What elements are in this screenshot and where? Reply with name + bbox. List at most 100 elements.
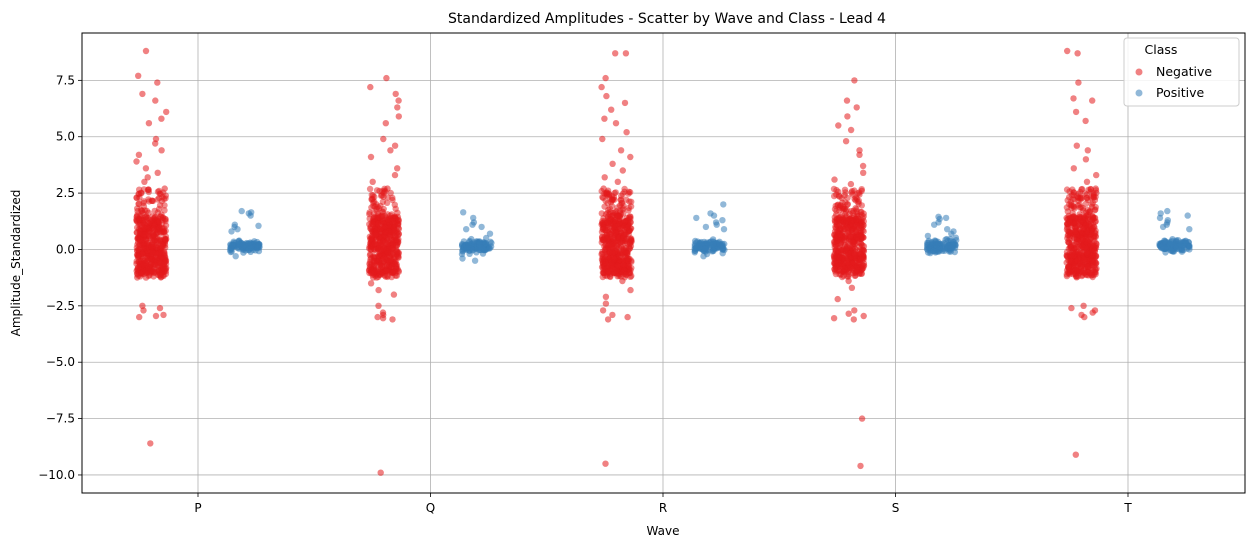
data-point-negative	[627, 286, 634, 294]
data-point-negative	[1066, 230, 1073, 237]
tick-layer: −10.0 −7.5 −5.0 −2.5 0.0 2.5 5.0 7.5 P Q R S T	[38, 73, 1132, 515]
data-point-negative	[383, 74, 390, 82]
data-point-negative	[836, 214, 843, 222]
data-point-negative	[157, 213, 164, 220]
data-point-negative	[1089, 213, 1096, 220]
data-point-negative	[395, 252, 402, 259]
legend-title: Class	[1145, 42, 1178, 57]
data-point-negative	[624, 313, 631, 321]
data-point-negative	[842, 246, 850, 253]
data-point-negative	[628, 238, 635, 246]
data-point-negative	[841, 240, 848, 248]
data-point-positive	[1164, 207, 1171, 215]
data-point-negative	[149, 249, 156, 256]
data-point-negative	[616, 253, 623, 260]
data-point-negative	[619, 277, 626, 285]
data-point-negative	[158, 115, 165, 122]
data-point-negative	[380, 255, 388, 262]
data-point-negative	[143, 253, 150, 260]
data-point-positive	[234, 226, 241, 233]
data-point-negative	[158, 147, 165, 154]
data-point-negative	[161, 202, 168, 209]
data-point-negative	[143, 214, 150, 221]
data-point-negative	[606, 205, 614, 212]
data-point-negative	[366, 209, 373, 216]
data-point-negative	[830, 315, 838, 322]
data-point-negative	[860, 218, 867, 225]
data-point-negative	[375, 286, 382, 294]
data-point-positive	[254, 243, 261, 251]
data-point-negative	[603, 191, 610, 198]
data-point-positive	[255, 222, 262, 229]
data-point-negative	[1084, 263, 1091, 270]
data-point-negative	[856, 147, 863, 154]
data-point-negative	[843, 216, 850, 224]
data-point-negative	[614, 273, 621, 280]
data-point-negative	[148, 244, 155, 251]
y-tick-label: −10.0	[38, 468, 75, 482]
data-point-negative	[1091, 247, 1098, 254]
data-point-negative	[1083, 178, 1091, 185]
data-point-positive	[476, 240, 483, 248]
data-point-negative	[856, 151, 863, 158]
data-point-negative	[366, 215, 373, 222]
data-point-positive	[487, 238, 494, 245]
data-point-negative	[620, 202, 627, 209]
data-point-negative	[1081, 256, 1088, 263]
data-point-negative	[836, 231, 843, 238]
data-point-negative	[835, 254, 843, 261]
data-point-positive	[1186, 243, 1193, 251]
data-point-negative	[1078, 186, 1085, 193]
data-point-positive	[247, 212, 254, 219]
data-point-negative	[159, 241, 166, 249]
data-point-positive	[930, 247, 937, 255]
data-point-negative	[1081, 313, 1088, 321]
data-point-positive	[693, 214, 700, 222]
data-point-positive	[944, 226, 951, 233]
data-point-negative	[376, 213, 383, 221]
data-point-positive	[229, 241, 236, 249]
data-point-negative	[832, 223, 839, 230]
data-point-positive	[1174, 237, 1182, 244]
data-point-negative	[140, 307, 147, 314]
data-point-negative	[388, 263, 395, 270]
data-point-negative	[145, 264, 152, 271]
data-point-negative	[395, 97, 402, 104]
data-point-negative	[387, 256, 395, 263]
data-point-negative	[380, 135, 387, 143]
data-point-negative	[620, 261, 627, 268]
legend-box	[1123, 37, 1240, 107]
data-point-negative	[152, 256, 160, 263]
data-point-negative	[142, 47, 150, 55]
data-point-negative	[623, 129, 630, 136]
data-point-negative	[378, 192, 386, 199]
data-point-positive	[246, 242, 254, 249]
data-point-negative	[391, 201, 398, 208]
y-tick-label: −7.5	[46, 412, 75, 426]
data-point-positive	[716, 238, 723, 245]
data-point-positive	[480, 246, 487, 254]
data-point-negative	[1064, 197, 1071, 204]
data-point-negative	[831, 244, 838, 251]
data-point-negative	[1065, 266, 1073, 273]
legend-label-positive: Positive	[1156, 85, 1204, 100]
data-point-negative	[154, 169, 161, 176]
data-point-negative	[599, 135, 606, 143]
data-point-negative	[375, 302, 382, 309]
data-point-negative	[139, 90, 146, 98]
data-point-negative	[617, 196, 625, 203]
data-point-negative	[604, 316, 612, 323]
data-point-positive	[707, 241, 714, 248]
y-tick-label: −2.5	[46, 299, 75, 313]
data-point-negative	[857, 462, 864, 470]
data-point-negative	[154, 79, 161, 86]
data-point-negative	[395, 216, 402, 223]
data-point-negative	[1070, 95, 1077, 102]
data-point-positive	[463, 226, 470, 233]
y-tick-label: 7.5	[56, 73, 75, 87]
data-point-negative	[614, 178, 621, 185]
data-point-negative	[374, 313, 381, 321]
data-point-negative	[1083, 191, 1091, 198]
data-point-negative	[602, 259, 609, 266]
legend-label-negative: Negative	[1156, 64, 1212, 79]
